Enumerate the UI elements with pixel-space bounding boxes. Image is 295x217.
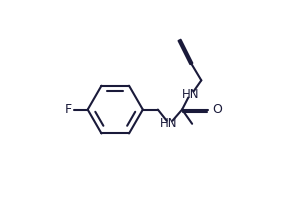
Text: HN: HN xyxy=(182,88,199,101)
Text: HN: HN xyxy=(160,117,178,130)
Text: O: O xyxy=(212,103,222,116)
Text: F: F xyxy=(65,103,72,116)
